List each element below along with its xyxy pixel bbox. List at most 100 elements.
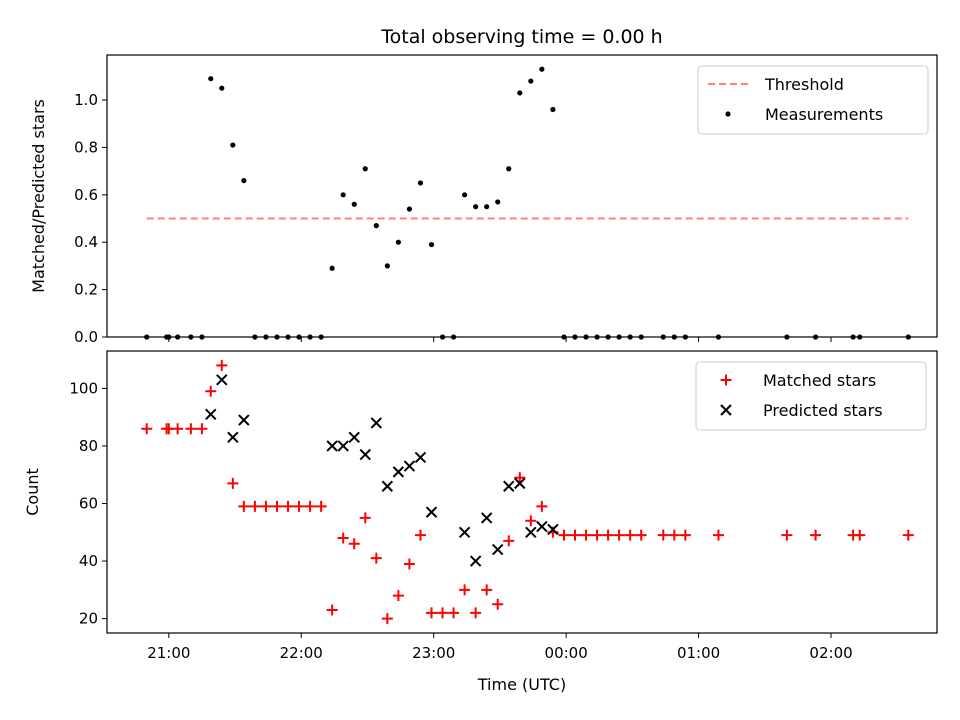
matched-star-point (657, 529, 669, 541)
measurement-point (428, 241, 435, 248)
matched-star-point (810, 529, 822, 541)
y-tick-label: 40 (79, 552, 98, 570)
matched-star-point (196, 423, 208, 435)
measurement-point (495, 199, 501, 205)
matched-star-point (271, 500, 283, 512)
y-axis-label: Count (23, 468, 42, 516)
measurement-point (406, 206, 413, 212)
predicted-star-point (503, 480, 515, 492)
predicted-star-point (337, 440, 349, 452)
x-tick-label: 22:00 (280, 644, 323, 662)
matched-star-point (403, 558, 415, 570)
matched-star-point (580, 529, 592, 541)
matched-star-point (205, 385, 217, 397)
matched-star-point (569, 529, 581, 541)
predicted-star-point (547, 523, 559, 536)
measurement-point (528, 78, 534, 84)
measurement-point (351, 201, 357, 207)
matched-star-point (536, 500, 548, 512)
matched-star-point (602, 529, 614, 541)
x-tick-label: 23:00 (412, 644, 455, 662)
measurement-point (241, 177, 247, 184)
matched-star-point (370, 552, 382, 564)
measurement-point (384, 263, 390, 269)
matched-star-point (381, 613, 393, 625)
measurement-point (517, 90, 523, 96)
legend-matched-marker (720, 374, 732, 386)
measurement-point (473, 204, 479, 210)
matched-star-point (591, 529, 603, 541)
matched-star-point (679, 529, 691, 541)
matched-star-point (304, 500, 316, 512)
predicted-star-point (414, 451, 427, 464)
matched-star-point (470, 607, 482, 619)
matched-star-point (854, 529, 866, 541)
matched-star-point (216, 359, 228, 371)
predicted-star-point (392, 466, 405, 478)
matched-star-point (635, 529, 647, 541)
predicted-star-point (492, 543, 504, 556)
legend: Threshold Measurements (697, 65, 929, 135)
x-tick-label: 00:00 (545, 644, 588, 662)
y-tick-label: 0.2 (74, 281, 98, 299)
predicted-star-point (403, 460, 416, 472)
predicted-star-point (536, 520, 548, 533)
matched-star-point (392, 590, 404, 602)
y-tick-label: 0.0 (74, 328, 98, 346)
y-tick-label: 20 (79, 610, 98, 628)
predicted-star-point (514, 477, 526, 490)
measurement-point (550, 106, 556, 113)
legend-dot-label: Measurements (765, 105, 883, 124)
matched-star-point (326, 604, 338, 616)
y-tick-label: 100 (69, 379, 98, 397)
predicted-star-point (216, 374, 228, 386)
measurement-point (539, 66, 545, 72)
measurement-point (373, 223, 379, 229)
x-tick-label: 21:00 (147, 644, 190, 662)
predicted-star-point (348, 431, 360, 444)
matched-star-point (249, 500, 261, 512)
matched-star-point (712, 529, 724, 541)
matched-star-point (492, 598, 504, 610)
legend-x-label: Predicted stars (763, 401, 883, 420)
legend-measurement-marker (725, 111, 731, 117)
matched-star-point (902, 529, 914, 541)
matched-star-point (668, 529, 680, 541)
matched-star-point (514, 472, 526, 484)
matched-star-point (359, 512, 371, 524)
matched-star-point (172, 423, 184, 435)
legend-threshold-label: Threshold (764, 75, 844, 94)
matched-star-point (481, 584, 493, 596)
predicted-star-point (326, 440, 338, 452)
measurement-point (219, 85, 225, 91)
predicted-star-point (458, 526, 471, 538)
x-tick-label: 02:00 (809, 644, 852, 662)
y-tick-label: 60 (79, 495, 98, 513)
predicted-star-point (359, 448, 371, 461)
predicted-star-point (370, 417, 383, 429)
matched-star-point (459, 584, 471, 596)
top-panel: 0.0 0.2 0.4 0.6 0.8 1.0 Matched/Predicted star… (29, 26, 938, 346)
legend-box (697, 65, 929, 135)
matched-star-point (348, 538, 360, 550)
predicted-star-point (238, 414, 250, 426)
matched-star-point (503, 535, 515, 547)
y-tick-label: 0.4 (74, 233, 98, 251)
bottom-panel: 21:00 22:00 23:00 00:00 01:00 02:00 20 40 60 80 10… (23, 350, 938, 694)
measurement-point (230, 142, 236, 148)
matched-star-point (185, 423, 197, 435)
predicted-star-point (227, 431, 239, 444)
measurement-point (417, 180, 424, 186)
x-tick-label: 01:00 (677, 644, 720, 662)
predicted-star-point (525, 526, 537, 538)
y-tick-label: 0.8 (74, 138, 98, 156)
matched-star-point (293, 500, 305, 512)
matched-star-point (437, 607, 449, 619)
matched-star-point (558, 529, 570, 541)
measurement-point (340, 192, 346, 198)
plot-frame (106, 54, 938, 338)
matched-star-point (238, 500, 250, 512)
matched-star-point (141, 423, 153, 435)
measurement-point (506, 166, 512, 172)
y-tick-label: 1.0 (74, 91, 98, 109)
